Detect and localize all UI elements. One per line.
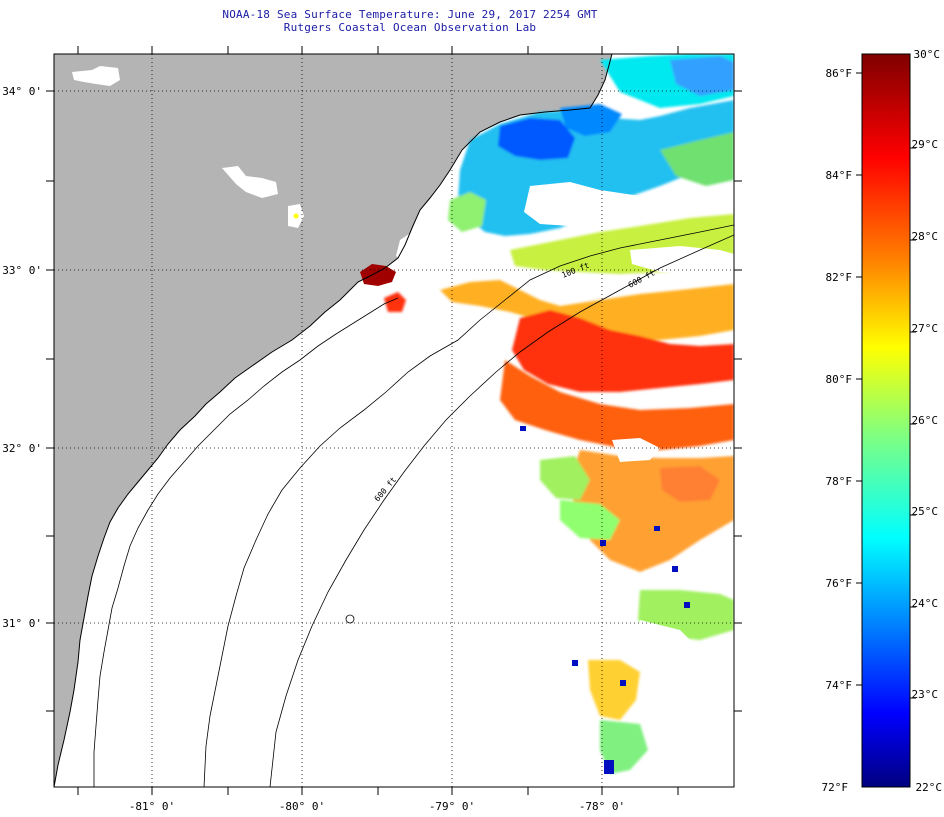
map-subtitle: Rutgers Coastal Ocean Observation Lab xyxy=(283,21,537,34)
lon-label-78w: -78° 0' xyxy=(579,800,625,813)
lon-label-81w: -81° 0' xyxy=(129,800,175,813)
cold-speckles xyxy=(520,426,690,774)
cb-f-82: 82°F xyxy=(826,271,853,284)
colorbar-gradient xyxy=(861,53,911,788)
lat-label-32n: 32° 0' xyxy=(2,442,42,455)
cb-f-86: 86°F xyxy=(826,67,853,80)
contour-600ft xyxy=(269,234,734,787)
lat-label-33n: 33° 0' xyxy=(2,264,42,277)
lon-label-80w: -80° 0' xyxy=(279,800,325,813)
cb-c-30: 30°C xyxy=(914,48,941,61)
cb-f-78: 78°F xyxy=(826,475,853,488)
cb-c-28: 28°C xyxy=(912,230,939,243)
map-area xyxy=(54,54,734,787)
cb-f-76: 76°F xyxy=(826,577,853,590)
lat-label-31n: 31° 0' xyxy=(2,617,42,630)
map-title: NOAA-18 Sea Surface Temperature: June 29… xyxy=(222,8,598,21)
cb-c-23: 23°C xyxy=(912,688,939,701)
lon-label-79w: -79° 0' xyxy=(429,800,475,813)
land-mass xyxy=(54,54,612,787)
map-frame xyxy=(53,53,735,788)
frame-ticks xyxy=(46,46,742,795)
cb-c-22: 22°C xyxy=(916,781,943,794)
cb-f-74: 74°F xyxy=(826,679,853,692)
cb-c-24: 24°C xyxy=(912,597,939,610)
cb-c-25: 25°C xyxy=(912,505,939,518)
graticule xyxy=(54,54,734,787)
warm-plume xyxy=(360,264,396,286)
colorbar: 86°F 84°F 82°F 80°F 78°F 76°F 74°F 72°F … xyxy=(822,48,943,794)
lat-label-34n: 34° 0' xyxy=(2,85,42,98)
cb-c-29: 29°C xyxy=(912,138,939,151)
cb-c-27: 27°C xyxy=(912,322,939,335)
cb-f-80: 80°F xyxy=(826,373,853,386)
cb-c-26: 26°C xyxy=(912,414,939,427)
cb-f-72: 72°F xyxy=(822,781,849,794)
cb-f-84: 84°F xyxy=(826,169,853,182)
contour-100ft xyxy=(203,224,734,787)
